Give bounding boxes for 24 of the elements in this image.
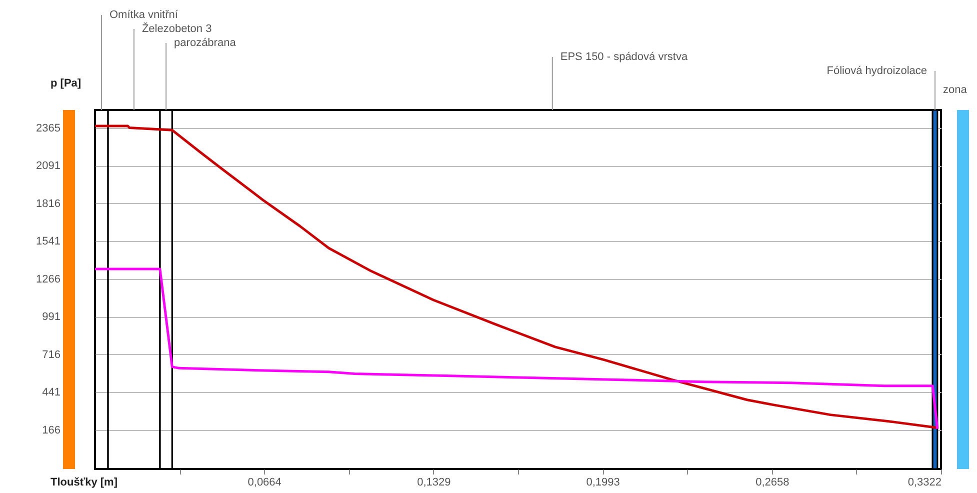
x-axis-title: Tloušťky [m] — [50, 476, 118, 488]
line-series — [94, 124, 939, 430]
x-tick-label: 0,3322 — [908, 476, 942, 488]
y-tick-label: 166 — [42, 424, 60, 436]
x-tick-label: 0,0664 — [248, 476, 282, 488]
y-tick-label: 1541 — [36, 236, 60, 248]
y-tick-label: 716 — [42, 348, 60, 361]
band-label: Železobeton 3 — [142, 22, 212, 35]
band-label: Fóliová hydroizolace — [826, 65, 928, 77]
y-tick-label: 2365 — [36, 122, 60, 135]
y-tick-label: 1816 — [36, 198, 60, 210]
x-tick-label: 0,1993 — [586, 476, 620, 488]
y-tick-label: 2091 — [36, 160, 60, 172]
band-label: EPS 150 - spádová vrstva — [560, 51, 688, 63]
line-series — [94, 268, 939, 430]
y-axis-title: p [Pa] — [50, 78, 82, 90]
text: zona — [943, 84, 968, 96]
band-label: Omítka vnitřní — [109, 9, 179, 21]
x-tick-label: 0,2658 — [756, 476, 790, 488]
band-label: parozábrana — [174, 37, 237, 49]
y-tick-label: 991 — [42, 311, 60, 324]
y-tick-label: 1266 — [36, 273, 60, 286]
y-tick-label: 441 — [42, 386, 60, 399]
x-tick-label: 0,1329 — [417, 476, 451, 488]
